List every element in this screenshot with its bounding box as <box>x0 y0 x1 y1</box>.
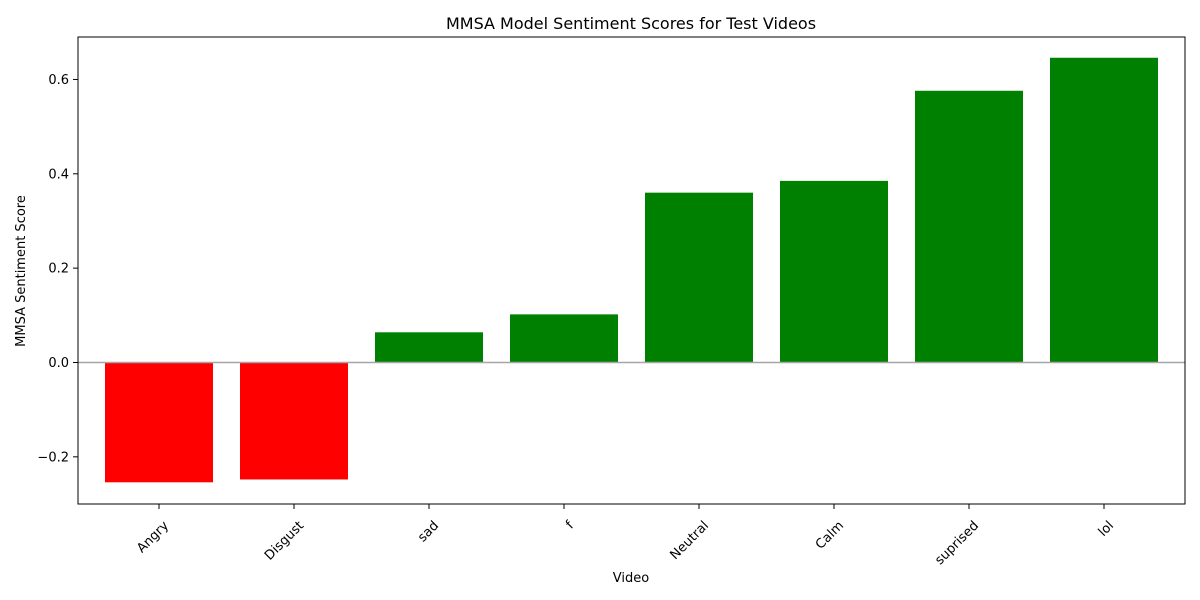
x-axis-ticks: Angry Disgust sad f Neutral Calm suprised lol <box>134 504 1117 568</box>
x-tick-label: sad <box>415 518 442 545</box>
y-tick-label: 0.6 <box>48 73 69 88</box>
y-tick-label: 0.0 <box>48 356 69 371</box>
chart-title: MMSA Model Sentiment Scores for Test Vid… <box>446 14 816 33</box>
bar-lol <box>1050 57 1158 363</box>
x-tick-label: Angry <box>134 518 172 556</box>
bar-neutral <box>645 192 753 363</box>
bar-sad <box>375 332 483 363</box>
x-tick-label: f <box>563 518 577 532</box>
x-tick-label: Calm <box>813 518 847 552</box>
x-tick-label: Neutral <box>668 518 713 563</box>
bar-f <box>510 314 618 363</box>
y-tick-label: 0.2 <box>48 262 69 277</box>
bar-disgust <box>240 362 348 480</box>
x-tick-label: Disgust <box>262 518 307 563</box>
bars-group <box>105 57 1158 483</box>
bar-angry <box>105 362 213 483</box>
y-axis-label: MMSA Sentiment Score <box>14 195 29 347</box>
x-tick-label: lol <box>1096 518 1117 539</box>
x-axis-label: Video <box>613 571 649 586</box>
bar-suprised <box>915 90 1023 363</box>
y-tick-label: 0.4 <box>48 167 69 182</box>
y-axis-ticks: −0.2 0.0 0.2 0.4 0.6 <box>37 73 78 465</box>
x-tick-label: suprised <box>932 518 982 568</box>
y-tick-label: −0.2 <box>37 450 69 465</box>
bar-calm <box>780 180 888 363</box>
axes-frame <box>77 36 1186 505</box>
